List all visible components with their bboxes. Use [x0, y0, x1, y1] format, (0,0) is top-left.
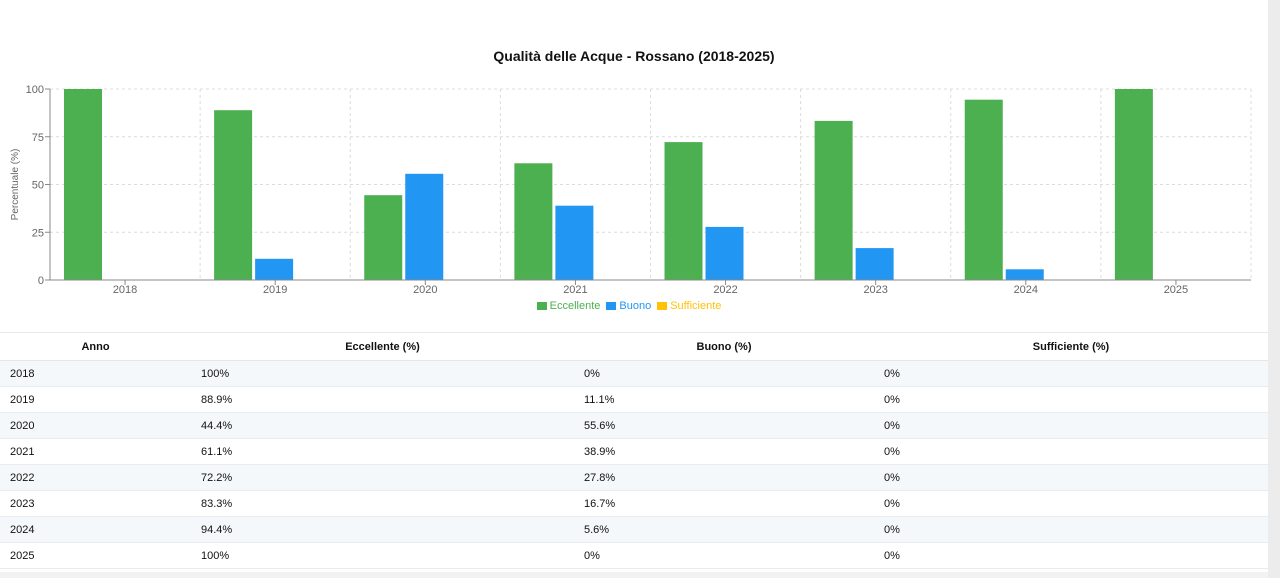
- cell-anno: 2023: [0, 490, 191, 517]
- x-tick-label: 2021: [563, 284, 587, 296]
- bar-buono-2021: [555, 205, 594, 280]
- cell-buono: 38.9%: [574, 438, 874, 465]
- cell-sufficiente: 0%: [874, 438, 1268, 465]
- header-anno: Anno: [0, 333, 191, 361]
- x-tick-label: 2022: [713, 284, 737, 296]
- table-row: 2024 94.4% 5.6% 0%: [0, 516, 1268, 543]
- x-tick-label: 2025: [1164, 284, 1188, 296]
- cell-anno: 2024: [0, 516, 191, 543]
- cell-buono: 55.6%: [574, 412, 874, 439]
- page-scrollbar[interactable]: [1268, 0, 1280, 578]
- y-tick-label: 100: [26, 84, 44, 96]
- table-row: 2025 100% 0% 0%: [0, 542, 1268, 569]
- cell-sufficiente: 0%: [874, 516, 1268, 543]
- cell-eccellente: 88.9%: [191, 386, 574, 413]
- bar-eccellente-2022: [664, 142, 703, 280]
- cell-sufficiente: 0%: [874, 360, 1268, 387]
- legend-swatch: [657, 302, 668, 310]
- bar-eccellente-2021: [514, 163, 553, 280]
- cell-sufficiente: 0%: [874, 490, 1268, 517]
- bar-buono-2024: [1005, 269, 1044, 280]
- y-tick-label: 0: [38, 275, 44, 287]
- cell-eccellente: 83.3%: [191, 490, 574, 517]
- y-tick-label: 50: [32, 180, 44, 192]
- data-table: Anno Eccellente (%) Buono (%) Sufficient…: [0, 333, 1268, 569]
- legend-label: Buono: [619, 300, 652, 312]
- cell-buono: 27.8%: [574, 464, 874, 491]
- bar-eccellente-2018: [64, 89, 102, 280]
- x-tick-label: 2023: [863, 284, 887, 296]
- table-header-row: Anno Eccellente (%) Buono (%) Sufficient…: [0, 333, 1268, 361]
- cell-buono: 5.6%: [574, 516, 874, 543]
- x-tick-label: 2020: [413, 284, 437, 296]
- cell-eccellente: 94.4%: [191, 516, 574, 543]
- header-buono: Buono (%): [574, 333, 874, 361]
- cell-sufficiente: 0%: [874, 412, 1268, 439]
- cell-sufficiente: 0%: [874, 464, 1268, 491]
- y-tick-label: 75: [32, 132, 44, 144]
- bar-buono-2020: [405, 173, 444, 280]
- bar-eccellente-2020: [364, 195, 403, 280]
- y-tick-label: 25: [32, 227, 44, 239]
- cell-anno: 2025: [0, 542, 191, 569]
- x-tick-label: 2024: [1014, 284, 1038, 296]
- legend-label: Eccellente: [549, 300, 601, 312]
- bar-eccellente-2025: [1114, 89, 1153, 280]
- bar-eccellente-2023: [814, 120, 853, 280]
- table-row: 2023 83.3% 16.7% 0%: [0, 490, 1268, 517]
- legend-swatch: [606, 302, 617, 310]
- table-row: 2019 88.9% 11.1% 0%: [0, 386, 1268, 413]
- cell-buono: 0%: [574, 542, 874, 569]
- bar-buono-2022: [705, 226, 744, 280]
- cell-anno: 2018: [0, 360, 191, 387]
- bar-buono-2019: [255, 258, 294, 280]
- table-row: 2018 100% 0% 0%: [0, 360, 1268, 387]
- legend-item[interactable]: Sufficiente: [657, 300, 721, 312]
- bar-eccellente-2024: [964, 99, 1003, 280]
- cell-anno: 2021: [0, 438, 191, 465]
- cell-eccellente: 100%: [191, 360, 574, 387]
- bar-eccellente-2019: [214, 110, 253, 281]
- cell-buono: 11.1%: [574, 386, 874, 413]
- legend-label: Sufficiente: [670, 300, 722, 312]
- table-row: 2020 44.4% 55.6% 0%: [0, 412, 1268, 439]
- cell-sufficiente: 0%: [874, 542, 1268, 569]
- chart-legend: Eccellente Buono Sufficiente: [0, 300, 1258, 312]
- data-table-container: Anno Eccellente (%) Buono (%) Sufficient…: [0, 332, 1268, 569]
- header-eccellente: Eccellente (%): [191, 333, 574, 361]
- bar-chart: 0 25 50 75 100 2018 2019 2020 2021 2022 2023 2024 20…: [10, 84, 1252, 296]
- cell-eccellente: 100%: [191, 542, 574, 569]
- cell-anno: 2022: [0, 464, 191, 491]
- x-tick-label: 2018: [113, 284, 137, 296]
- cell-sufficiente: 0%: [874, 386, 1268, 413]
- cell-eccellente: 61.1%: [191, 438, 574, 465]
- chart-title: Qualità delle Acque - Rossano (2018-2025…: [493, 48, 775, 64]
- y-axis-label: Percentuale (%): [10, 149, 21, 221]
- table-row: 2021 61.1% 38.9% 0%: [0, 438, 1268, 465]
- header-sufficiente: Sufficiente (%): [874, 333, 1268, 361]
- x-tick-label: 2019: [263, 284, 287, 296]
- legend-item[interactable]: Buono: [606, 300, 651, 312]
- cell-eccellente: 44.4%: [191, 412, 574, 439]
- cell-anno: 2020: [0, 412, 191, 439]
- cell-eccellente: 72.2%: [191, 464, 574, 491]
- table-row: 2022 72.2% 27.8% 0%: [0, 464, 1268, 491]
- cell-buono: 0%: [574, 360, 874, 387]
- bar-buono-2023: [855, 248, 894, 280]
- legend-item[interactable]: Eccellente: [536, 300, 601, 312]
- legend-swatch: [536, 302, 547, 310]
- cell-anno: 2019: [0, 386, 191, 413]
- cell-buono: 16.7%: [574, 490, 874, 517]
